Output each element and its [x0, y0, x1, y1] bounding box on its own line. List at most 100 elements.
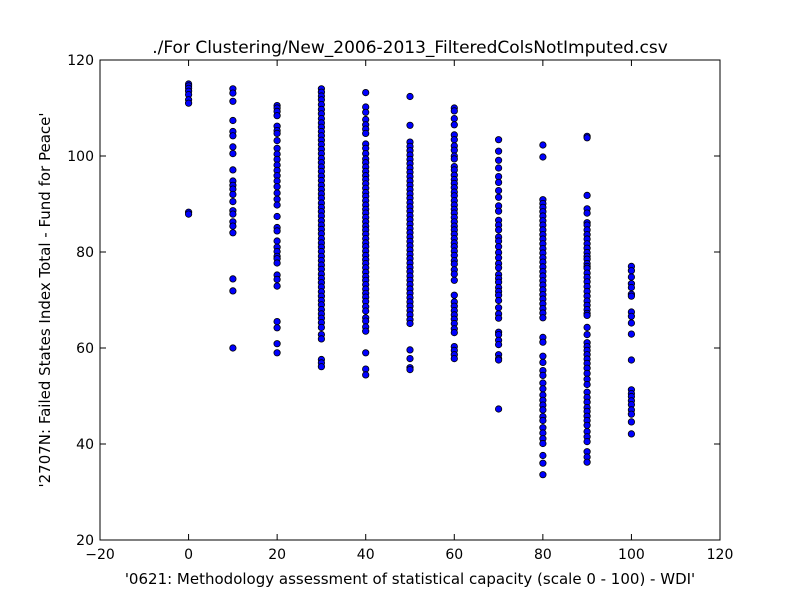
data-point	[627, 273, 636, 281]
data-point	[450, 155, 458, 163]
data-point	[229, 275, 237, 283]
data-point	[273, 112, 281, 120]
data-point	[362, 129, 370, 137]
data-point	[539, 385, 547, 393]
data-point	[317, 323, 325, 331]
data-point	[229, 344, 237, 352]
data-point	[627, 356, 636, 364]
data-point	[450, 270, 458, 278]
x-tick-label: 100	[618, 547, 645, 563]
data-point	[539, 358, 547, 366]
data-point	[494, 147, 503, 155]
data-point	[450, 121, 458, 129]
data-point	[583, 323, 591, 331]
data-point	[273, 201, 281, 209]
data-point	[494, 193, 503, 201]
data-point	[406, 319, 414, 328]
data-point	[539, 416, 547, 425]
data-point	[450, 136, 458, 144]
ticks-layer: −20 0 20 40 60 80 100 120 20 40 60 80 100 120	[67, 53, 733, 563]
data-point	[494, 156, 503, 164]
data-point	[583, 191, 591, 199]
data-point	[494, 296, 503, 305]
data-point	[494, 340, 503, 349]
data-point	[583, 380, 591, 389]
y-tick-label: 120	[67, 53, 94, 69]
data-point	[229, 229, 237, 237]
data-point	[583, 134, 591, 142]
data-point	[494, 264, 503, 272]
data-point	[539, 141, 547, 149]
data-point	[229, 166, 237, 174]
data-point	[539, 314, 547, 322]
data-point	[273, 137, 281, 145]
data-point	[627, 410, 636, 418]
data-point	[406, 346, 414, 354]
data-point	[229, 97, 237, 105]
data-point	[273, 317, 281, 326]
data-point	[627, 312, 636, 320]
data-point	[583, 330, 591, 339]
data-point	[362, 327, 370, 335]
data-point	[539, 406, 547, 414]
data-point	[273, 183, 281, 191]
data-point	[362, 89, 370, 97]
points-layer	[185, 80, 636, 479]
y-tick-label: 20	[76, 533, 94, 549]
data-point	[273, 227, 281, 235]
data-point	[627, 292, 636, 300]
x-tick-label: 120	[707, 547, 734, 563]
chart-title: ./For Clustering/New_2006-2013_FilteredC…	[152, 38, 668, 58]
data-point	[627, 267, 636, 275]
data-point	[450, 276, 458, 284]
data-point	[494, 136, 503, 144]
data-point	[317, 335, 325, 343]
data-point	[273, 349, 281, 357]
data-point	[494, 314, 503, 322]
data-point	[406, 121, 414, 129]
data-point	[450, 107, 458, 115]
data-point	[406, 354, 414, 363]
data-point	[539, 352, 547, 360]
data-point	[185, 99, 193, 107]
data-point	[406, 365, 414, 374]
data-point	[229, 150, 237, 158]
data-point	[627, 283, 636, 292]
data-point	[539, 338, 547, 346]
data-point	[362, 108, 370, 116]
y-tick-label: 100	[67, 149, 94, 165]
data-point	[229, 210, 237, 218]
data-point	[229, 190, 237, 198]
data-point	[539, 439, 547, 448]
data-point	[494, 164, 503, 172]
y-tick-label: 40	[76, 437, 94, 453]
x-tick-label: −20	[85, 547, 115, 563]
data-point	[362, 349, 370, 357]
data-point	[539, 451, 547, 460]
data-point	[627, 430, 636, 438]
data-point	[273, 324, 281, 332]
data-point	[229, 116, 237, 125]
y-axis-label: '2707N: Failed States Index Total - Fund…	[36, 113, 54, 488]
data-point	[273, 340, 281, 348]
data-point	[494, 207, 503, 215]
data-point	[317, 363, 325, 371]
data-point	[450, 115, 458, 123]
data-point	[362, 307, 370, 315]
plot-frame	[99, 59, 721, 541]
data-point	[627, 418, 636, 426]
data-point	[583, 421, 591, 429]
data-point	[229, 222, 237, 230]
data-point	[494, 187, 503, 195]
data-point	[185, 210, 193, 218]
data-point	[273, 212, 281, 221]
data-point	[229, 132, 237, 140]
data-point	[229, 287, 237, 295]
data-point	[583, 437, 591, 446]
data-point	[229, 198, 237, 206]
data-point	[273, 129, 281, 137]
data-point	[273, 282, 281, 290]
data-point	[229, 143, 237, 151]
x-tick-label: 20	[268, 547, 286, 563]
